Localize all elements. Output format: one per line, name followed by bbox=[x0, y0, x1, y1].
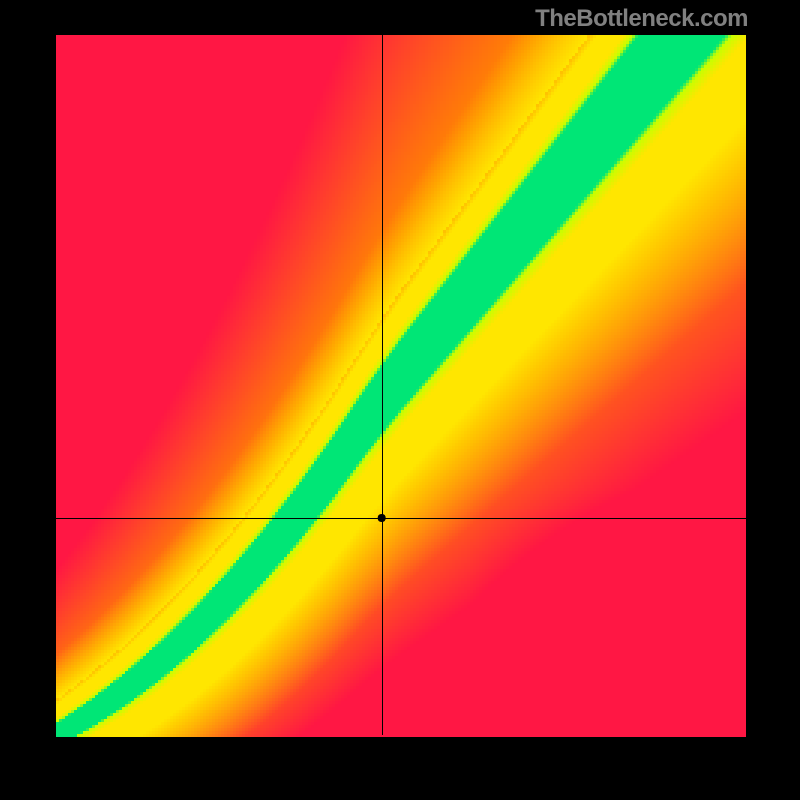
bottleneck-heatmap bbox=[0, 0, 800, 800]
